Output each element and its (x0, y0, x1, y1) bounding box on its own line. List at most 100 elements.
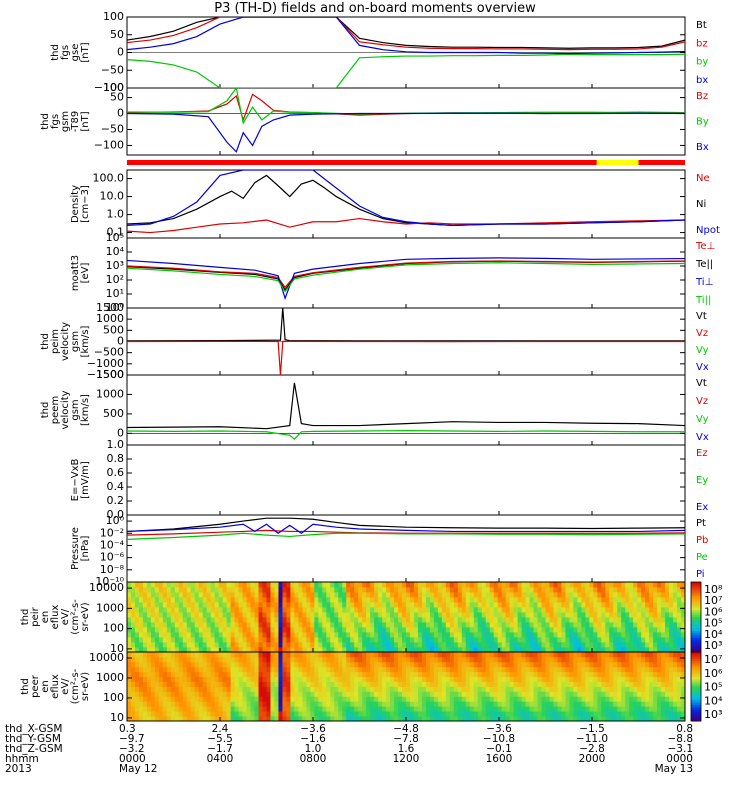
peir-spec-cell (354, 617, 359, 623)
peir-spec-cell (274, 617, 279, 623)
peer-spec-cell (597, 711, 602, 717)
peir-spec-cell (370, 642, 375, 648)
peir-spec-cell (178, 612, 184, 618)
peir-spec-cell (234, 627, 239, 633)
peir-spec-cell (545, 582, 550, 588)
peir-spec-cell (362, 642, 367, 648)
peir-spec-cell (350, 647, 355, 653)
peer-spec-cell (553, 716, 558, 722)
peir-spec-cell (258, 587, 263, 593)
peer-spec-cell (134, 671, 140, 678)
peir-spec-cell (653, 602, 658, 608)
peir-spec-cell (234, 592, 239, 598)
peer-spec-cell (226, 701, 232, 707)
peer-spec-cell (593, 711, 598, 717)
peer-spec-cell (445, 701, 451, 707)
peir-spec-colorbar-label: 10³ (704, 639, 722, 652)
peir-spec-cell (127, 617, 132, 623)
peer-spec-cell (665, 706, 670, 712)
peir-spec-cell (469, 607, 475, 613)
peir-spec-cell (625, 627, 630, 633)
peer-spec-cell (262, 711, 267, 717)
peer-spec-cell (669, 652, 674, 658)
peir-spec-cell (326, 587, 331, 593)
peir-spec-cell (338, 612, 343, 618)
peir-spec-colorbar-step (691, 586, 701, 590)
peir-spec-cell (585, 597, 590, 603)
peir-spec-cell (338, 582, 343, 588)
peer-spec-cell (358, 661, 363, 668)
peer-spec-cell (374, 716, 379, 722)
y-tick-label: 100 (103, 10, 124, 23)
peer-spec-cell (334, 701, 339, 707)
y-tick-label: 10⁰ (106, 514, 125, 527)
peir-spec-cell (146, 582, 152, 588)
peir-spec-cell (677, 597, 682, 603)
peir-spec-cell (569, 617, 574, 623)
peir-spec-cell (266, 612, 271, 618)
y-axis-label-line: [km/s] (80, 394, 91, 426)
peer-spec-cell (525, 696, 530, 702)
peer-spec-cell (505, 686, 511, 692)
peer-spec-cell (669, 681, 674, 687)
peir-spec-cell (154, 642, 160, 648)
peer-spec-cell (449, 656, 455, 663)
peir-spec-cell (621, 622, 626, 628)
peer-spec-cell (206, 706, 212, 712)
peir-spec-cell (322, 647, 327, 653)
peer-spec-cell (354, 671, 359, 678)
peer-spec-cell (513, 716, 518, 722)
peir-spec-cell (633, 627, 638, 633)
peir-spec-cell (549, 647, 554, 653)
peer-spec-cell (174, 691, 180, 697)
peer-spec-cell (274, 656, 279, 663)
peir-spec-cell (186, 587, 192, 593)
peir-spec-cell (637, 602, 642, 608)
peer-spec-cell (441, 701, 447, 707)
peer-spec-cell (557, 706, 562, 712)
y-tick-label: 1500 (96, 301, 124, 314)
peir-spec-cell (350, 622, 355, 628)
peer-spec-cell (142, 671, 148, 678)
peir-spec-cell (350, 637, 355, 643)
peer-spec-cell (653, 671, 658, 678)
peir-spec-cell (545, 597, 550, 603)
peer-spec-cell (334, 716, 339, 722)
peer-spec-cell (134, 706, 140, 712)
peir-spec-cell (210, 607, 216, 613)
peir-spec-cell (669, 632, 674, 638)
peer-spec-cell (150, 716, 156, 722)
peir-spec-cell (437, 637, 443, 643)
peer-spec-cell (637, 666, 642, 673)
peir-spec-cell (629, 602, 634, 608)
peir-spec-cell (573, 592, 578, 598)
peir-spec-cell (465, 597, 471, 603)
peir-spec-cell (234, 637, 239, 643)
peir-spec-cell (461, 612, 467, 618)
peir-spec-cell (206, 582, 212, 588)
peir-spec-cell (130, 632, 136, 638)
peir-spec-cell (206, 592, 212, 598)
peir-spec-cell (565, 627, 570, 633)
peer-spec-cell (134, 686, 140, 692)
peer-spec-colorbar-step (691, 679, 701, 683)
peir-spec-cell (649, 602, 654, 608)
legend-entry: Ez (696, 448, 708, 459)
peir-spec-cell (421, 642, 427, 648)
peer-spec-cell (214, 656, 220, 663)
peir-spec-cell (529, 627, 534, 633)
peir-spec-cell (146, 627, 152, 633)
peir-spec-cell (437, 647, 443, 653)
peir-spec-cell (134, 592, 140, 598)
peir-spec-cell (541, 617, 546, 623)
peir-spec-cell (629, 622, 634, 628)
peir-spec-cell (162, 622, 168, 628)
peir-spec-cell (453, 592, 459, 598)
peir-spec-cell (294, 587, 299, 593)
peer-spec-cell (421, 716, 427, 722)
peer-spec-cell (370, 661, 375, 668)
peir-spec-cell (322, 582, 327, 588)
peir-spec-cell (613, 617, 618, 623)
peir-spec-cell (390, 582, 395, 588)
peir-spec-cell (561, 602, 566, 608)
